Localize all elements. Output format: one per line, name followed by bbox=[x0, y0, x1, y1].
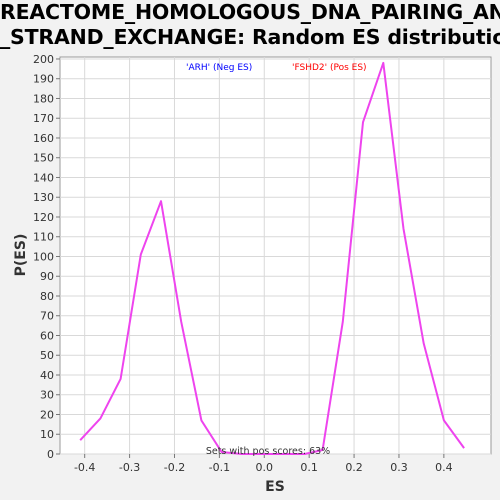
y-tick-label: 70 bbox=[40, 310, 54, 323]
y-tick-label: 170 bbox=[33, 112, 54, 125]
series-layer bbox=[79, 61, 465, 455]
x-axis-title: ES bbox=[265, 479, 285, 495]
y-tick-label: 80 bbox=[40, 290, 54, 303]
y-tick-label: 10 bbox=[40, 428, 54, 441]
x-tick-label: -0.2 bbox=[164, 461, 185, 474]
x-tick-label: 0.3 bbox=[390, 461, 408, 474]
y-tick-label: 130 bbox=[33, 191, 54, 204]
y-tick-label: 110 bbox=[33, 231, 54, 244]
y-tick-label: 140 bbox=[33, 171, 54, 184]
chart-title: REACTOME_HOMOLOGOUS_DNA_PAIRING_AND _STR… bbox=[0, 0, 500, 50]
y-tick-label: 60 bbox=[40, 329, 54, 342]
y-tick-label: 190 bbox=[33, 73, 54, 86]
pos-scores-annotation: Sets with pos scores: 63% bbox=[206, 446, 330, 457]
x-tick-label: -0.4 bbox=[74, 461, 95, 474]
x-tick-label: 0.4 bbox=[435, 461, 453, 474]
y-tick-label: 0 bbox=[47, 448, 54, 461]
y-tick-label: 120 bbox=[33, 211, 54, 224]
x-tick-label: 0.0 bbox=[256, 461, 274, 474]
y-tick-label: 160 bbox=[33, 132, 54, 145]
y-tick-label: 50 bbox=[40, 349, 54, 362]
y-tick-label: 180 bbox=[33, 92, 54, 105]
legend-pos-es: 'FSHD2' (Pos ES) bbox=[292, 63, 367, 73]
x-tick-label: 0.2 bbox=[345, 461, 363, 474]
y-tick-label: 200 bbox=[33, 53, 54, 66]
y-tick-label: 150 bbox=[33, 152, 54, 165]
x-tick-label: -0.1 bbox=[209, 461, 230, 474]
y-tick-label: 90 bbox=[40, 270, 54, 283]
x-tick-label: -0.3 bbox=[119, 461, 140, 474]
y-tick-label: 40 bbox=[40, 369, 54, 382]
axes: 0 10 20 30 40 50 60 70 80 90 100 110 120 130 140 150 160… bbox=[33, 53, 453, 474]
y-tick-label: 30 bbox=[40, 389, 54, 402]
y-tick-label: 20 bbox=[40, 408, 54, 421]
x-tick-label: 0.1 bbox=[300, 461, 318, 474]
chart-title-line-1: REACTOME_HOMOLOGOUS_DNA_PAIRING_AND bbox=[0, 0, 500, 24]
y-tick-label: 100 bbox=[33, 250, 54, 263]
chart-title-line-2: _STRAND_EXCHANGE: Random ES distribution bbox=[0, 25, 500, 49]
plot-area bbox=[59, 56, 492, 455]
y-axis-title: P(ES) bbox=[13, 234, 29, 277]
es-distribution-line bbox=[79, 61, 465, 455]
legend-neg-es: 'ARH' (Neg ES) bbox=[186, 63, 252, 73]
